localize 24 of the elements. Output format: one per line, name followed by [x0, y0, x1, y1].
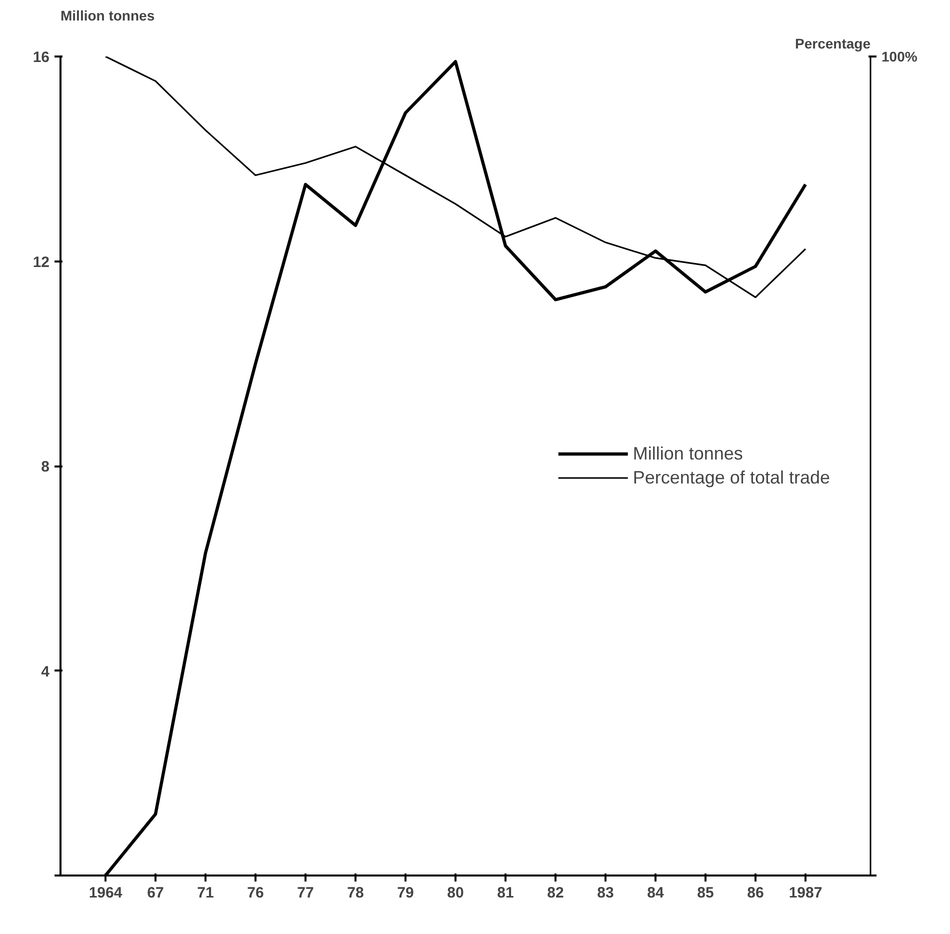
- legend-label: Million tonnes: [632, 443, 743, 464]
- text: 100%: [882, 48, 918, 64]
- y-tick-label: 12: [32, 254, 50, 271]
- x-tick-label: 67: [147, 884, 164, 902]
- y-tick-label: 8: [41, 458, 50, 476]
- x-tick-label: 83: [597, 884, 614, 902]
- y2-axis-title: Percentage: [795, 36, 871, 52]
- x-tick-label: 1964: [88, 884, 123, 902]
- x-tick-label: 77: [297, 884, 314, 902]
- x-tick-label: 81: [497, 884, 514, 902]
- x-tick-label: 86: [747, 884, 764, 902]
- x-tick-label: 79: [397, 884, 414, 902]
- x-tick-label: 76: [247, 884, 264, 902]
- x-tick-label: 82: [547, 884, 564, 902]
- x-tick-label: 85: [697, 884, 714, 902]
- x-tick-label: 78: [347, 884, 364, 902]
- x-tick-label: 84: [647, 884, 664, 902]
- y-axis-title: Million tonnes: [60, 8, 155, 24]
- x-tick-label: 80: [447, 884, 464, 902]
- x-tick-label: 71: [197, 884, 214, 902]
- y-tick-label: 4: [41, 663, 50, 680]
- x-tick-label: 1987: [788, 884, 822, 902]
- y-tick-label: 16: [32, 49, 50, 66]
- text: Percentage of total trade: [632, 467, 830, 488]
